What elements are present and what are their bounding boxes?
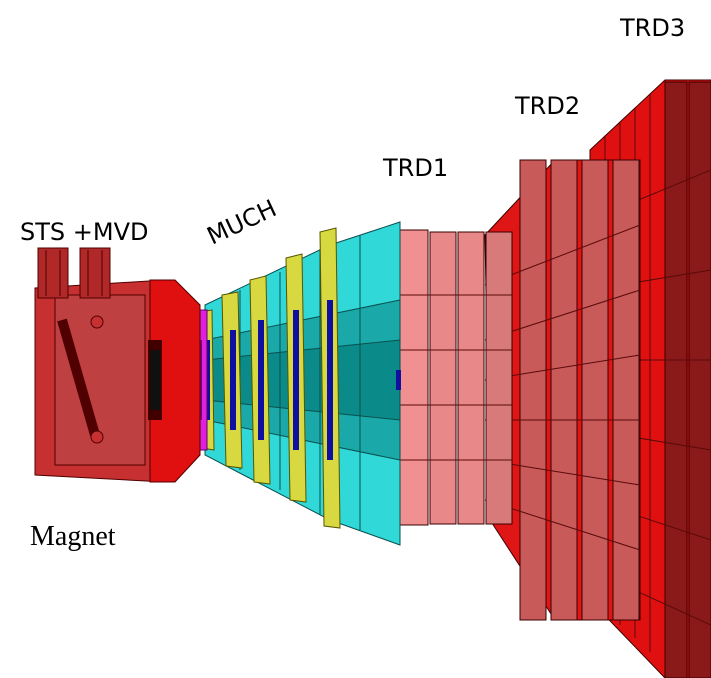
trd1-label: TRD1	[382, 154, 448, 182]
trd1	[400, 230, 512, 525]
sts-mvd-label: STS +MVD	[20, 218, 148, 246]
much-label: MUCH	[203, 194, 281, 250]
magnet-label: Magnet	[30, 521, 116, 552]
trd3-label: TRD3	[619, 14, 685, 42]
trd2-label: TRD2	[514, 92, 580, 120]
detector-diagram: TRD3 TRD2 TRD1 STS +MVD MUCH Magnet	[0, 0, 711, 678]
magnet	[35, 248, 207, 482]
much	[200, 222, 401, 545]
